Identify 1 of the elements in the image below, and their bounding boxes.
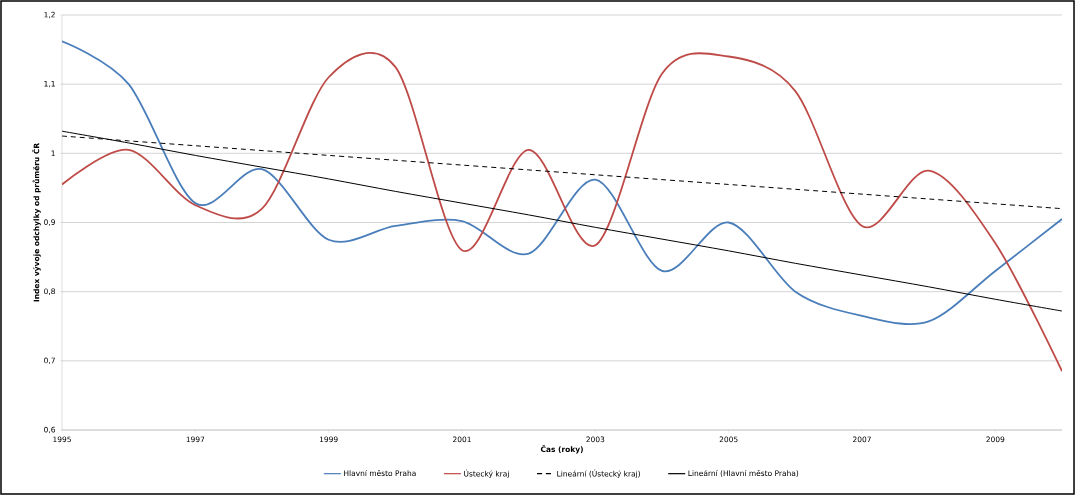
line-series <box>62 130 1062 312</box>
